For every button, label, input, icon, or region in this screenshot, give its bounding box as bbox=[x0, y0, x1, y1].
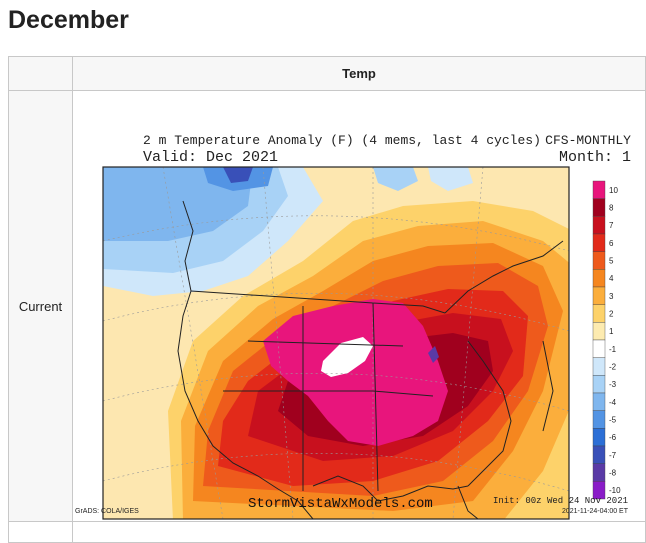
legend-swatch bbox=[592, 269, 606, 288]
map-watermark: StormVistaWxModels.com bbox=[248, 496, 433, 512]
legend-swatch bbox=[592, 428, 606, 447]
legend-swatch bbox=[592, 445, 606, 464]
legend-swatch bbox=[592, 251, 606, 270]
map-title: 2 m Temperature Anomaly (F) (4 mems, las… bbox=[143, 133, 541, 148]
map-image: 2 m Temperature Anomaly (F) (4 mems, las… bbox=[75, 133, 631, 520]
legend-label: -3 bbox=[609, 380, 617, 389]
table-corner-cell bbox=[8, 56, 73, 91]
legend-label: -5 bbox=[609, 416, 617, 425]
legend-label: -8 bbox=[609, 469, 617, 478]
color-legend: 10 8 7 6 5 4 3 2 1 -1 -2 -3 -4 -5 -6 -7 -8 -10 bbox=[592, 180, 621, 500]
legend-label: -2 bbox=[609, 363, 617, 372]
next-row-label-cell bbox=[8, 521, 73, 543]
row-label-current: Current bbox=[8, 90, 73, 522]
map-source: GrADS: COLA/IGES bbox=[75, 508, 139, 515]
legend-swatch bbox=[592, 322, 606, 341]
legend-swatch bbox=[592, 463, 606, 482]
page-heading: December bbox=[8, 6, 129, 34]
legend-label: 3 bbox=[609, 292, 614, 301]
legend-label: -1 bbox=[609, 345, 617, 354]
legend-swatch bbox=[592, 286, 606, 305]
legend-label: 1 bbox=[609, 327, 614, 336]
legend-swatch bbox=[592, 375, 606, 394]
map-init-time: Init: 00z Wed 24 Nov 2021 bbox=[493, 496, 628, 506]
forecast-table: Temp Current 2 m Temperature Anomaly (F)… bbox=[8, 56, 646, 543]
table-row: Current 2 m Temperature Anomaly (F) (4 m… bbox=[8, 90, 646, 522]
legend-swatch bbox=[592, 392, 606, 411]
table-row-partial bbox=[8, 521, 646, 543]
map-issued-time: 2021-11-24-04:00 ET bbox=[562, 508, 629, 515]
legend-label: -10 bbox=[609, 486, 621, 495]
legend-swatch bbox=[592, 180, 606, 199]
legend-swatch bbox=[592, 198, 606, 217]
legend-label: -6 bbox=[609, 433, 617, 442]
legend-label: -7 bbox=[609, 451, 617, 460]
legend-label: 7 bbox=[609, 221, 614, 230]
map-cell: 2 m Temperature Anomaly (F) (4 mems, las… bbox=[72, 90, 646, 522]
legend-label: 2 bbox=[609, 310, 614, 319]
anomaly-field bbox=[103, 167, 569, 519]
legend-swatch bbox=[592, 481, 606, 500]
legend-label: 5 bbox=[609, 257, 614, 266]
map-model-name: CFS-MONTHLY bbox=[545, 133, 631, 148]
legend-swatch bbox=[592, 233, 606, 252]
map-valid-date: Valid: Dec 2021 bbox=[143, 149, 278, 166]
legend-swatch bbox=[592, 410, 606, 429]
legend-swatch bbox=[592, 339, 606, 358]
table-header-row: Temp bbox=[8, 56, 646, 91]
next-row-map-cell bbox=[72, 521, 646, 543]
map-frame bbox=[102, 166, 570, 520]
legend-swatch bbox=[592, 216, 606, 235]
legend-label: -4 bbox=[609, 398, 617, 407]
legend-label: 8 bbox=[609, 204, 614, 213]
legend-swatch bbox=[592, 304, 606, 323]
legend-label: 6 bbox=[609, 239, 614, 248]
legend-label: 10 bbox=[609, 186, 618, 195]
map-month: Month: 1 bbox=[559, 149, 631, 166]
column-header-temp: Temp bbox=[72, 56, 646, 91]
temperature-anomaly-map: 2 m Temperature Anomaly (F) (4 mems, las… bbox=[73, 91, 643, 521]
legend-label: 4 bbox=[609, 274, 614, 283]
legend-swatch bbox=[592, 357, 606, 376]
